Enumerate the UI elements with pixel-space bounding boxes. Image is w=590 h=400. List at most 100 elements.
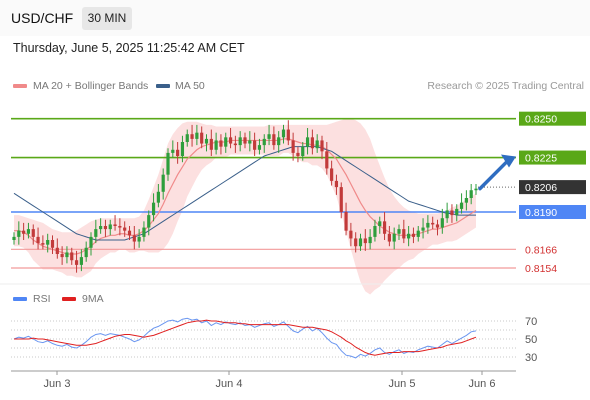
x-axis-label: Jun 4: [216, 378, 243, 390]
candle-body: [151, 202, 156, 216]
level-tag-0-8250: [519, 111, 586, 126]
candle-body: [127, 230, 132, 236]
candle-body: [392, 233, 396, 242]
level-label-0-8206: 0.8206: [525, 182, 557, 194]
candle-body: [358, 238, 363, 247]
candle-body: [455, 208, 459, 216]
candle-body: [421, 227, 425, 231]
candle-body: [368, 236, 372, 244]
rsi-tick-label: 30: [525, 352, 537, 364]
rsi-tick-label: 70: [525, 316, 537, 328]
forecast-arrow-head: [501, 154, 516, 168]
x-axis-label: Jun 6: [469, 378, 496, 390]
candle-body: [334, 180, 339, 188]
candle-body: [161, 174, 165, 192]
candle-body: [55, 247, 59, 254]
candle-body: [190, 134, 194, 139]
timeframe-button[interactable]: 30 MIN: [82, 7, 132, 30]
ma50-legend-swatch: [156, 84, 170, 88]
candle-body: [214, 140, 218, 150]
ma20-legend-label: MA 20 + Bollinger Bands: [33, 80, 149, 92]
candle-body: [156, 191, 160, 203]
candle-body: [36, 236, 40, 244]
candle-body: [50, 240, 55, 248]
rsi-legend-label: RSI: [33, 293, 51, 305]
candle-body: [248, 140, 252, 144]
candle-body: [228, 137, 233, 144]
candle-body: [103, 226, 108, 230]
candle-body: [108, 224, 112, 230]
candle-body: [89, 236, 93, 248]
candle-body: [113, 224, 117, 226]
candle-body: [22, 230, 26, 234]
candle-body: [330, 168, 334, 181]
candle-body: [286, 129, 290, 141]
rsi-tick-label: 50: [525, 334, 537, 346]
x-axis-label: Jun 5: [389, 378, 416, 390]
candle-body: [416, 230, 420, 237]
forecast-arrow: [478, 160, 508, 191]
ma9-legend-label: 9MA: [82, 293, 104, 305]
level-label-0-8250: 0.8250: [525, 114, 557, 126]
candle-body: [185, 134, 189, 142]
symbol-title: USD/CHF: [11, 10, 74, 26]
candle-body: [310, 137, 314, 149]
candle-body: [94, 229, 98, 237]
candle-body: [450, 210, 454, 216]
candle-body: [407, 233, 411, 239]
candle-body: [176, 149, 180, 156]
candle-body: [349, 230, 353, 239]
candle-body: [123, 227, 127, 231]
candle-body: [262, 138, 266, 146]
candle-body: [431, 222, 435, 225]
candle-body: [339, 187, 343, 212]
candle-body: [445, 210, 449, 219]
candle-body: [459, 202, 464, 209]
candle-body: [296, 152, 300, 156]
candle-body: [305, 137, 310, 147]
candle-body: [166, 152, 170, 175]
candle-body: [84, 247, 88, 258]
candle-body: [171, 149, 175, 153]
candle-body: [142, 227, 146, 237]
candle-body: [435, 224, 440, 228]
rsi-legend-swatch: [13, 297, 27, 301]
candle-body: [118, 226, 122, 228]
candle-body: [253, 140, 257, 150]
candle-body: [31, 229, 35, 237]
candle-body: [272, 134, 276, 146]
rsi-9ma-line: [14, 319, 477, 356]
level-label-0-8154: 0.8154: [525, 263, 557, 275]
candle-body: [60, 254, 64, 258]
level-tag-0-8190: [519, 205, 586, 219]
level-label-0-8225: 0.8225: [525, 153, 557, 165]
candle-body: [65, 252, 69, 258]
candle-body: [46, 240, 50, 245]
level-label-0-8190: 0.8190: [525, 207, 557, 219]
candle-body: [387, 233, 391, 242]
candle-body: [281, 129, 286, 138]
candle-body: [238, 137, 242, 146]
candle-body: [354, 238, 358, 247]
candle-body: [411, 233, 416, 237]
rsi-line: [13, 317, 477, 359]
level-tag-0-8206: [519, 180, 586, 195]
candle-body: [257, 145, 262, 150]
candle-body: [70, 252, 74, 261]
candle-body: [243, 137, 247, 144]
candle-body: [397, 229, 401, 234]
candle-body: [219, 140, 223, 147]
candle-body: [426, 222, 430, 228]
candle-body: [315, 140, 319, 149]
candle-body: [41, 243, 45, 245]
ma20-legend-swatch: [13, 84, 27, 88]
ma9-legend-swatch: [62, 297, 76, 301]
candle-body: [137, 236, 141, 242]
candle-body: [195, 132, 199, 139]
ma50-legend-label: MA 50: [175, 80, 205, 92]
x-axis-label: Jun 3: [44, 378, 71, 390]
level-label-0-8166: 0.8166: [525, 244, 557, 256]
datetime-text: Thursday, June 5, 2025 11:25:42 AM CET: [13, 41, 245, 55]
candle-body: [233, 143, 237, 146]
